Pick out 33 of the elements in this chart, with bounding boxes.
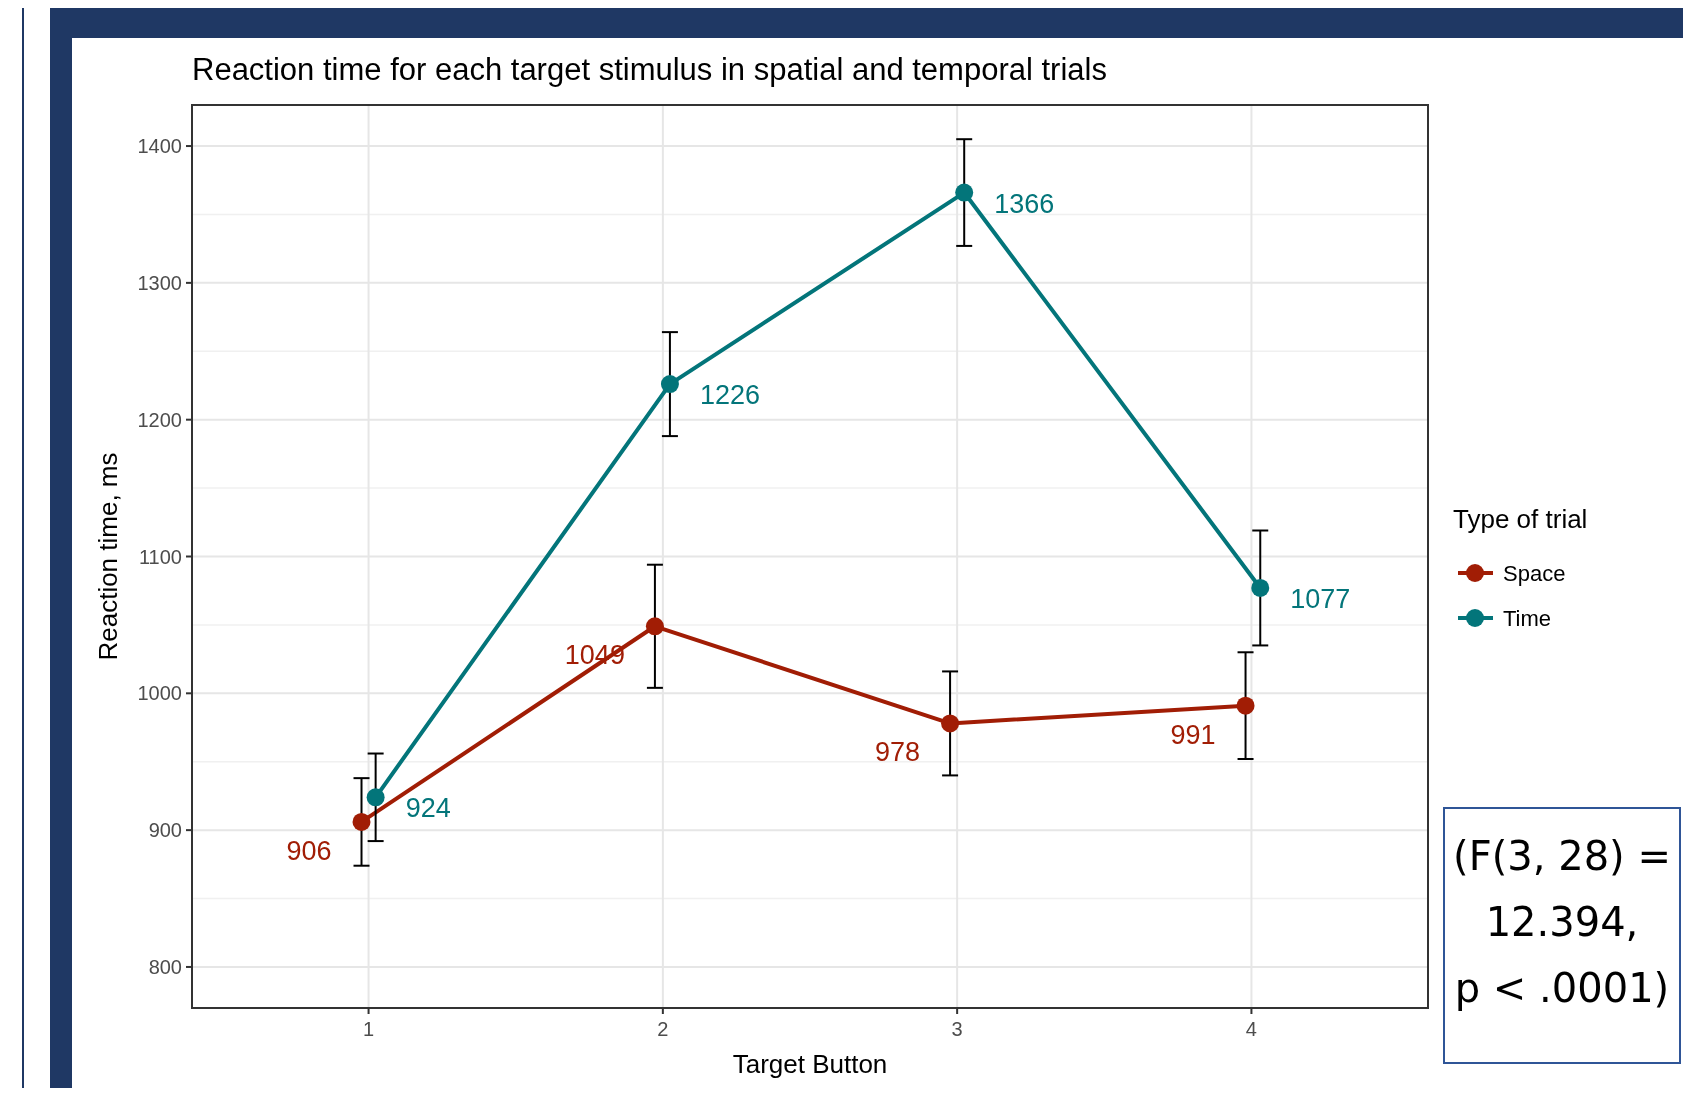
data-label: 1366	[994, 188, 1055, 219]
legend-title: Type of trial	[1453, 504, 1588, 534]
y-axis-title: Reaction time, ms	[93, 452, 123, 661]
point	[1236, 696, 1255, 715]
data-label: 924	[405, 793, 451, 824]
legend-label: Space	[1503, 561, 1566, 586]
point	[352, 812, 371, 831]
x-axis-title: Target Button	[732, 1049, 888, 1079]
y-tick-label: 1200	[137, 408, 182, 431]
y-tick-label: 1000	[137, 682, 182, 705]
y-tick-label: 900	[148, 819, 182, 842]
point	[660, 375, 679, 394]
y-tick-label: 1400	[137, 135, 182, 158]
x-tick-label: 3	[951, 1018, 963, 1040]
legend-label: Time	[1503, 606, 1552, 631]
point	[955, 183, 974, 202]
x-tick-label: 4	[1245, 1018, 1257, 1040]
data-label: 1226	[699, 380, 760, 411]
y-tick-label: 1100	[138, 545, 182, 568]
x-tick-label: 1	[363, 1018, 375, 1040]
data-label: 991	[1170, 719, 1216, 750]
x-tick-label: 2	[657, 1018, 669, 1040]
point	[366, 788, 385, 807]
data-label: 906	[286, 835, 332, 866]
data-label: 1077	[1290, 583, 1351, 614]
point	[1251, 578, 1270, 597]
y-tick-label: 800	[148, 955, 182, 978]
point	[645, 617, 664, 636]
data-label: 978	[875, 737, 921, 768]
chart-title: Reaction time for each target stimulus in spatial and temporal trials	[192, 52, 1107, 87]
y-tick-label: 1300	[137, 271, 182, 294]
text: (F(3, 28) = 12.394, p < .0001)	[1453, 833, 1671, 1011]
point	[941, 714, 960, 733]
